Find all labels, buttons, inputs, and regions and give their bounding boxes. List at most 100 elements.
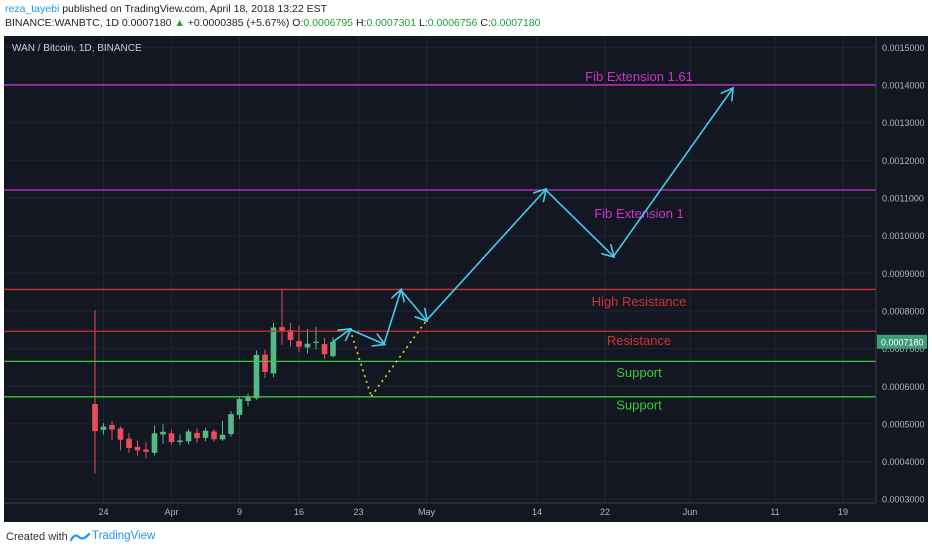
candle-body	[296, 341, 302, 347]
x-tick-label: 14	[532, 507, 542, 517]
projection-arrow-segment	[332, 329, 350, 343]
y-tick-label: 0.0012000	[882, 156, 925, 166]
ohlc-line: BINANCE:WANBTC, 1D 0.0007180 ▲ +0.000038…	[5, 17, 540, 29]
projection-arrow-segment	[383, 290, 401, 345]
level-label: Support	[616, 365, 662, 380]
candle-body	[245, 397, 251, 401]
y-tick-label: 0.0013000	[882, 118, 925, 128]
projection-arrow-segment	[612, 89, 733, 257]
candle	[185, 429, 192, 445]
candle	[228, 411, 234, 437]
candle-body	[321, 344, 328, 355]
x-tick-label: 16	[294, 507, 304, 517]
y-tick-label: 0.0008000	[882, 306, 925, 316]
level-label: Fib Extension 1.61	[585, 69, 693, 84]
y-tick-label: 0.0006000	[882, 382, 925, 392]
candle-body	[160, 431, 166, 435]
candle	[313, 326, 319, 350]
candle	[219, 420, 226, 441]
chart-area[interactable]: WAN / Bitcoin, 1D, BINANCE Fib Extension…	[4, 36, 928, 522]
candle	[321, 338, 328, 359]
candle	[202, 427, 209, 442]
y-tick-label: 0.0007000	[882, 344, 925, 354]
candle	[245, 393, 251, 406]
low-value: 0.0006756	[427, 17, 478, 29]
y-tick-label: 0.0004000	[882, 457, 925, 467]
level-label: Resistance	[607, 333, 671, 348]
projection-arrow-segment	[544, 189, 614, 257]
candle	[253, 350, 260, 400]
candle-body	[228, 414, 234, 435]
x-tick-label: 23	[353, 507, 363, 517]
candle	[262, 349, 268, 378]
candle-body	[313, 341, 319, 343]
candle-body	[168, 433, 175, 442]
candle	[177, 434, 183, 446]
candle	[279, 289, 285, 345]
footer: Created with TradingView	[0, 522, 932, 550]
candle	[160, 424, 166, 444]
up-triangle-icon: ▲	[174, 17, 185, 29]
symbol-label: BINANCE:WANBTC, 1D	[5, 17, 119, 29]
candle-body	[92, 403, 98, 432]
candle	[168, 429, 175, 445]
y-tick-label: 0.0009000	[882, 269, 925, 279]
y-tick-label: 0.0010000	[882, 231, 925, 241]
x-tick-label: 22	[600, 507, 610, 517]
candle-body	[304, 343, 311, 348]
candle	[296, 325, 302, 352]
candle-body	[219, 434, 226, 440]
candle-body	[126, 438, 132, 449]
candle	[126, 432, 132, 453]
candle-body	[253, 354, 260, 399]
candle	[211, 429, 217, 442]
x-tick-label: Jun	[683, 507, 698, 517]
level-label: Fib Extension 1	[594, 206, 684, 221]
x-tick-label: 24	[98, 507, 108, 517]
candle-body	[151, 433, 158, 453]
candle	[143, 442, 149, 459]
level-label: Support	[616, 398, 662, 413]
candle-body	[202, 430, 209, 438]
open-label: O:	[292, 17, 304, 29]
x-tick-label: Apr	[164, 507, 178, 517]
y-tick-label: 0.0014000	[882, 80, 925, 90]
level-label: High Resistance	[592, 294, 687, 309]
tradingview-logo-icon	[70, 532, 90, 542]
y-tick-label: 0.0015000	[882, 43, 925, 53]
price-chart[interactable]: WAN / Bitcoin, 1D, BINANCE Fib Extension…	[4, 36, 928, 522]
candle	[287, 322, 294, 347]
candle-body	[117, 428, 124, 440]
current-price-label: 0.0007180	[881, 337, 924, 347]
y-tick-label: 0.0003000	[882, 495, 925, 505]
y-tick-label: 0.0005000	[882, 419, 925, 429]
candle-body	[270, 327, 277, 374]
candle	[92, 310, 98, 474]
chart-header: reza_tayebi published on TradingView.com…	[4, 0, 928, 36]
tradingview-brand[interactable]: TradingView	[92, 530, 156, 542]
candle-body	[194, 432, 200, 439]
candle	[151, 425, 158, 456]
x-tick-label: May	[418, 507, 436, 517]
candle-body	[262, 354, 268, 372]
candle-body	[109, 425, 115, 430]
candle-body	[287, 330, 294, 340]
candle-body	[236, 399, 243, 415]
candle-body	[100, 426, 107, 430]
candle	[117, 426, 124, 451]
close-label: C:	[480, 17, 491, 29]
candle	[194, 428, 200, 443]
candle-body	[185, 431, 192, 442]
x-tick-label: 11	[770, 507, 779, 517]
candle	[304, 329, 311, 354]
x-tick-label: 19	[838, 507, 848, 517]
author-link[interactable]: reza_tayebi	[5, 3, 60, 15]
candle-body	[211, 431, 217, 440]
candle	[330, 337, 336, 358]
price-change: +0.0000385 (+5.67%)	[187, 17, 290, 29]
low-label: L:	[419, 17, 428, 29]
candle	[134, 440, 141, 456]
projection-arrow-segment	[349, 328, 384, 344]
high-value: 0.0007301	[366, 17, 417, 29]
projection-arrow-segment	[425, 190, 546, 321]
